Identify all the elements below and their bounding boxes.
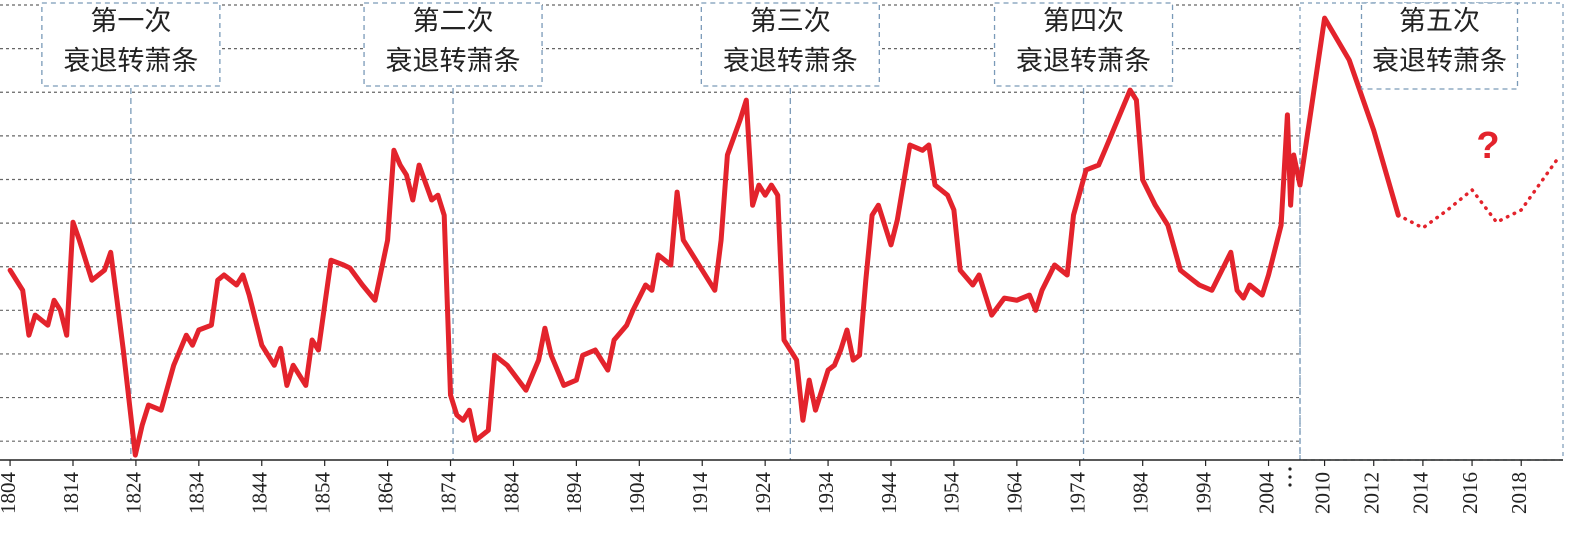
x-tick-label: 2012 [1360,472,1384,514]
data-line [1396,156,1560,230]
data-line [7,15,1401,458]
annotation-box [363,2,543,87]
grid [0,2,1564,461]
x-tick-label: 1904 [625,472,649,515]
annotation-text: 衰退转萧条 [723,46,858,76]
annotation-box [993,2,1174,87]
annotation-box [41,2,221,87]
x-tick-label: 1934 [814,472,838,515]
annotation-box [1360,2,1519,90]
annotation-text: 第四次 [1043,6,1124,36]
x-tick-label: 2010 [1310,472,1334,514]
annotation-text: 第一次 [90,6,171,36]
x-tick-label: 1914 [688,472,712,515]
annotation-text: 衰退转萧条 [1016,46,1151,76]
x-tick-label: 2004 [1254,472,1278,515]
annotation-text: 第三次 [750,6,831,36]
x-tick-label: 1954 [940,472,964,515]
x-tick-label: 1844 [248,472,272,515]
x-tick-label: 1994 [1191,472,1215,515]
x-tick-label: 1814 [59,472,83,515]
x-tick-label: 1894 [562,472,586,515]
x-tick-label: 2014 [1409,472,1433,515]
annotation-text: 衰退转萧条 [63,46,198,76]
x-tick-label: 1854 [310,472,334,515]
annotation-text: 衰退转萧条 [386,46,521,76]
break-dot [1288,467,1292,471]
annotation-box [700,2,880,87]
annotation-text: 衰退转萧条 [1372,46,1507,76]
forecast-label: ? [1476,125,1499,167]
x-tick-label: 1864 [373,472,397,515]
x-tick-label: 1984 [1129,472,1153,515]
annotation-text: 第二次 [413,6,494,36]
x-tick-label: 1804 [0,472,20,515]
break-dot [1288,483,1292,487]
x-tick-label: 1944 [877,472,901,515]
x-tick-label: 2018 [1507,472,1531,514]
axis-break [1288,467,1292,487]
annotation-text: 第五次 [1399,6,1480,36]
x-tick-label: 1874 [436,472,460,515]
x-tick-label: 1884 [499,472,523,515]
break-dot [1288,475,1292,479]
x-tick-label: 2016 [1458,472,1482,514]
x-tick-label: 1824 [122,472,146,515]
x-tick-label: 1834 [185,472,209,515]
x-tick-label: 1974 [1066,472,1090,515]
x-tick-label: 1964 [1003,472,1027,515]
x-tick-label: 1924 [751,472,775,515]
